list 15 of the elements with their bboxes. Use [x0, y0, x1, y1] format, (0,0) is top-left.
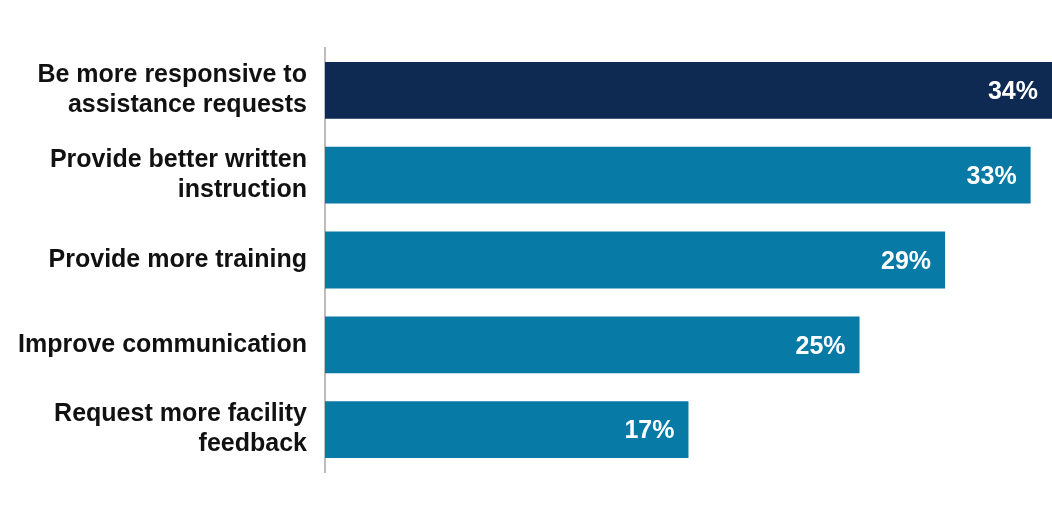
- bar: [324, 401, 689, 459]
- bar: [324, 316, 860, 374]
- data-label: 29%: [881, 245, 932, 274]
- bar: [324, 61, 1052, 119]
- y-tick-label: Request more facility feedback: [54, 398, 308, 457]
- bar: [324, 231, 946, 289]
- bar: [324, 146, 1031, 204]
- data-label: 25%: [795, 330, 846, 359]
- data-label: 17%: [624, 415, 675, 444]
- y-tick-label: Provide better written instruction: [49, 144, 307, 203]
- y-tick-label: Provide more training: [48, 243, 307, 272]
- y-tick-label: Improve communication: [17, 328, 307, 357]
- data-label: 34%: [987, 76, 1038, 105]
- y-tick-label: Be more responsive to assistance requests: [37, 59, 307, 118]
- data-label: 33%: [966, 161, 1017, 190]
